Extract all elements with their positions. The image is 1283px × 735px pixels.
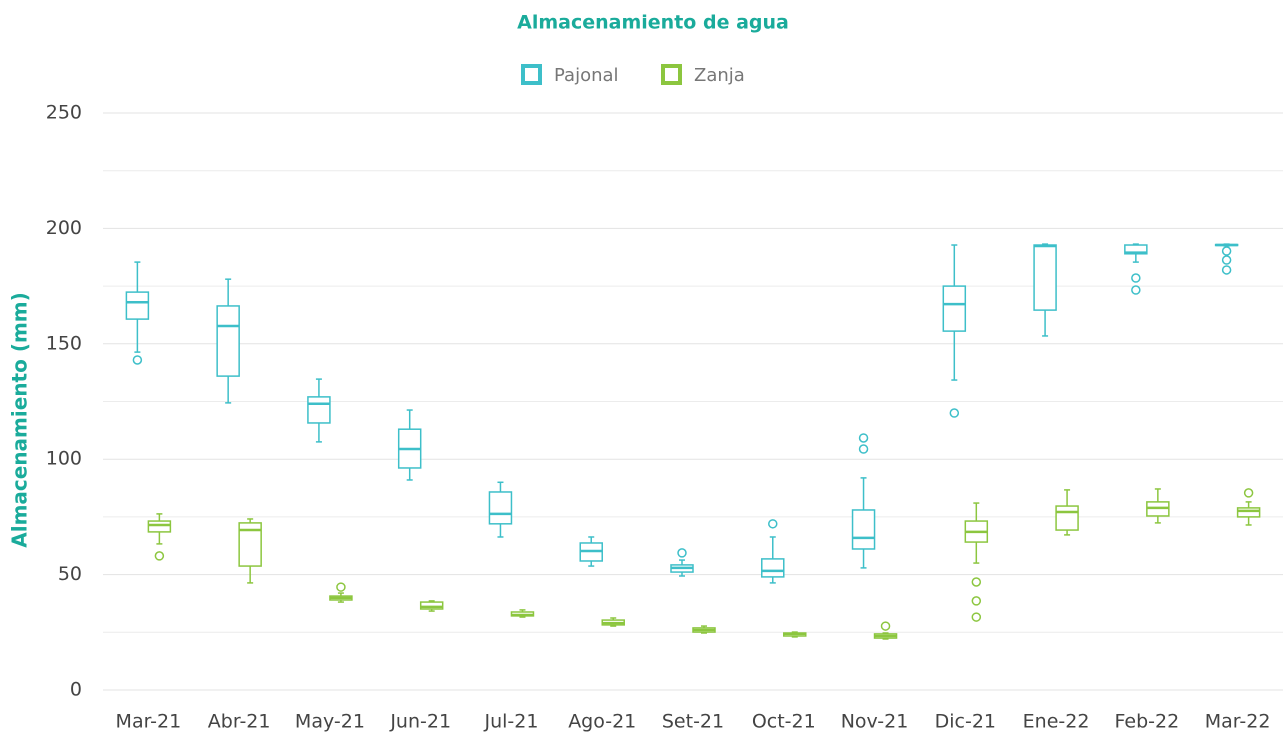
box [1033, 244, 1057, 311]
box [761, 558, 785, 578]
outlier [132, 355, 143, 365]
outlier [154, 551, 165, 561]
chart-title: Almacenamiento de agua [517, 12, 789, 34]
box [419, 601, 444, 610]
box [851, 509, 876, 550]
outlier [971, 612, 982, 622]
outlier [336, 582, 346, 592]
y-tick-label: 200 [46, 217, 82, 239]
outlier [1131, 285, 1141, 295]
x-tick-label: Set-21 [662, 711, 724, 733]
x-tick-label: Dic-21 [935, 711, 996, 733]
x-tick-label: Nov-21 [841, 711, 909, 733]
box [942, 285, 967, 332]
box [488, 491, 513, 525]
outlier [1221, 255, 1232, 265]
outlier [1221, 265, 1232, 275]
x-tick-label: Oct-21 [752, 711, 816, 733]
outlier [677, 548, 687, 558]
box [1236, 507, 1261, 518]
x-tick-label: Ago-21 [568, 711, 636, 733]
y-tick-label: 50 [58, 563, 82, 585]
box [125, 291, 150, 320]
x-tick-label: Jun-21 [389, 711, 451, 733]
outlier [1221, 246, 1232, 256]
box [307, 396, 331, 424]
box [216, 305, 240, 377]
y-tick-label: 100 [46, 448, 82, 470]
outlier [971, 577, 982, 587]
box [238, 522, 262, 567]
y-tick-label: 0 [70, 679, 82, 701]
x-tick-label: Ene-22 [1023, 711, 1090, 733]
x-tick-label: Jul-21 [483, 711, 538, 733]
x-tick-label: Feb-22 [1115, 711, 1180, 733]
x-tick-label: Abr-21 [208, 711, 271, 733]
legend-text: Pajonal [554, 65, 619, 86]
outlier [949, 408, 960, 418]
legend-swatch [521, 64, 542, 85]
outlier [1243, 488, 1254, 498]
y-tick-label: 150 [46, 332, 82, 354]
legend-text: Zanja [694, 65, 745, 86]
y-axis-title: Almacenamiento (mm) [8, 292, 32, 548]
x-tick-label: Mar-22 [1205, 711, 1271, 733]
x-tick-label: Mar-21 [116, 711, 182, 733]
legend-swatch [661, 64, 682, 85]
outlier [858, 444, 869, 454]
outlier [880, 621, 891, 631]
box [1055, 505, 1079, 531]
y-tick-label: 250 [46, 102, 82, 124]
outlier [971, 596, 982, 606]
outlier [768, 519, 778, 529]
x-tick-label: May-21 [295, 711, 365, 733]
outlier [1131, 273, 1141, 283]
outlier [858, 433, 869, 443]
box [147, 520, 172, 533]
